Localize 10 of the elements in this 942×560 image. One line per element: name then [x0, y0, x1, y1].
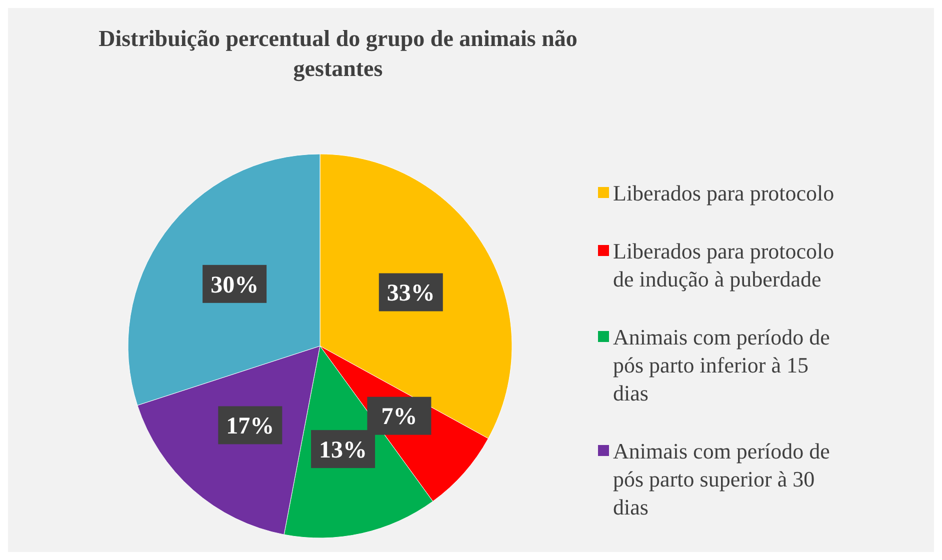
data-label: 13%	[319, 437, 368, 464]
legend-label: Animais com período de pós parto inferior à 15 dias	[613, 324, 830, 406]
chart-title: Distribuição percentual do grupo de animais não gestantes	[98, 26, 578, 82]
legend-label: Liberados para protocolo de indução à puberdade	[613, 238, 834, 292]
legend-label: Liberados para protocolo	[613, 180, 834, 206]
data-label: 7%	[381, 404, 418, 430]
data-label: 17%	[226, 414, 274, 440]
data-label: 33%	[386, 280, 435, 307]
data-label: 30%	[210, 272, 259, 298]
legend-label: Animais com período de pós parto superior à 30 dias	[613, 438, 830, 520]
